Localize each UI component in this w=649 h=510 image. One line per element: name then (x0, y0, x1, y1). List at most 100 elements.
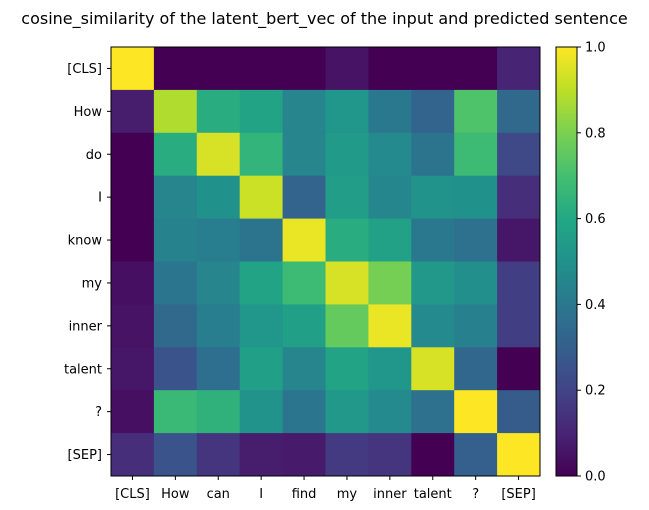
heatmap-cell (111, 175, 155, 219)
heatmap-cell (153, 218, 198, 262)
heatmap-cell (325, 218, 369, 262)
heatmap-cell (196, 433, 241, 477)
heatmap-cell (239, 132, 283, 177)
heatmap-cell (411, 132, 455, 177)
y-tick-label: ? (95, 405, 102, 420)
heatmap-cell (497, 47, 541, 91)
heatmap-cell (411, 304, 455, 348)
heatmap-cell (368, 47, 412, 91)
heatmap-cell (111, 433, 155, 477)
x-tick-label: [SEP] (501, 487, 535, 502)
heatmap-cell (368, 304, 412, 348)
heatmap-cell (325, 304, 369, 348)
heatmap-cell (497, 433, 541, 477)
heatmap-cell (153, 89, 198, 134)
heatmap-cell (368, 89, 412, 134)
heatmap-cell (282, 175, 326, 219)
colorbar-tick-label: 0.0 (585, 470, 606, 485)
heatmap-cell (325, 390, 369, 434)
colorbar-tick-label: 0.4 (585, 298, 606, 313)
heatmap-cell (111, 390, 155, 434)
x-tick-label: [CLS] (115, 487, 150, 502)
heatmap-cell (497, 218, 541, 262)
heatmap-cell (368, 261, 412, 305)
heatmap-cell (497, 347, 541, 391)
heatmap-cell (153, 47, 198, 91)
heatmap-cell (111, 261, 155, 305)
heatmap-cell (111, 347, 155, 391)
heatmap-cell (325, 261, 369, 305)
heatmap-cell (153, 347, 198, 391)
colorbar-tick-label: 0.6 (585, 212, 606, 227)
heatmap-cell (411, 433, 455, 477)
heatmap-cell (325, 89, 369, 134)
chart-title: cosine_similarity of the latent_bert_vec… (21, 9, 627, 29)
colorbar-tick-label: 0.2 (585, 384, 606, 399)
y-tick-label: I (98, 191, 102, 206)
heatmap-cell (325, 132, 369, 177)
heatmap-cell (111, 89, 155, 134)
x-tick-label: I (259, 487, 263, 502)
heatmap-cell (411, 47, 455, 91)
heatmap-cell (368, 132, 412, 177)
colorbar (555, 46, 578, 477)
y-tick-label: my (82, 276, 103, 291)
heatmap-cell (282, 261, 326, 305)
heatmap-cell (196, 261, 241, 305)
heatmap-cell (239, 433, 283, 477)
heatmap-cell (368, 175, 412, 219)
y-tick-label: know (68, 234, 103, 249)
heatmap-cells (111, 47, 541, 477)
heatmap-cell (282, 347, 326, 391)
heatmap-cell (497, 261, 541, 305)
heatmap-cell (454, 261, 498, 305)
heatmap-cell (111, 218, 155, 262)
heatmap-cell (196, 47, 241, 91)
heatmap-cell (196, 347, 241, 391)
heatmap-cell (454, 304, 498, 348)
heatmap-cell (325, 47, 369, 91)
heatmap-cell (111, 132, 155, 177)
heatmap-cell (411, 89, 455, 134)
heatmap-cell (454, 433, 498, 477)
y-tick-label: talent (64, 362, 102, 377)
heatmap-cell (282, 390, 326, 434)
heatmap-cell (153, 175, 198, 219)
heatmap-cell (282, 433, 326, 477)
colorbar-axis: 0.0 0.2 0.4 0.6 0.8 1.0 (577, 41, 606, 485)
heatmap-cell (325, 433, 369, 477)
heatmap-cell (497, 89, 541, 134)
heatmap-cell (368, 347, 412, 391)
heatmap-cell (325, 347, 369, 391)
heatmap-cell (497, 132, 541, 177)
y-tick-label: inner (69, 319, 103, 334)
heatmap-cell (239, 89, 283, 134)
heatmap-cell (239, 175, 283, 219)
heatmap-cell (411, 261, 455, 305)
heatmap-cell (282, 304, 326, 348)
heatmap-cell (454, 390, 498, 434)
heatmap-cell (196, 132, 241, 177)
x-tick-label: How (161, 487, 190, 502)
heatmap-cell (497, 304, 541, 348)
heatmap-cell (454, 132, 498, 177)
colorbar-tick-label: 0.8 (585, 126, 606, 141)
heatmap-cell (454, 175, 498, 219)
y-tick-label: do (86, 148, 102, 163)
heatmap-cell (454, 47, 498, 91)
heatmap-cell (239, 47, 283, 91)
heatmap-cell (153, 304, 198, 348)
heatmap-cell (196, 390, 241, 434)
heatmap-cell (153, 132, 198, 177)
x-tick-label: can (207, 487, 230, 502)
x-tick-label: ? (472, 487, 479, 502)
x-tick-label: find (292, 487, 317, 502)
heatmap-cell (153, 433, 198, 477)
heatmap-cell (368, 433, 412, 477)
heatmap-cell (239, 304, 283, 348)
heatmap-cell (153, 390, 198, 434)
heatmap-cell (239, 218, 283, 262)
